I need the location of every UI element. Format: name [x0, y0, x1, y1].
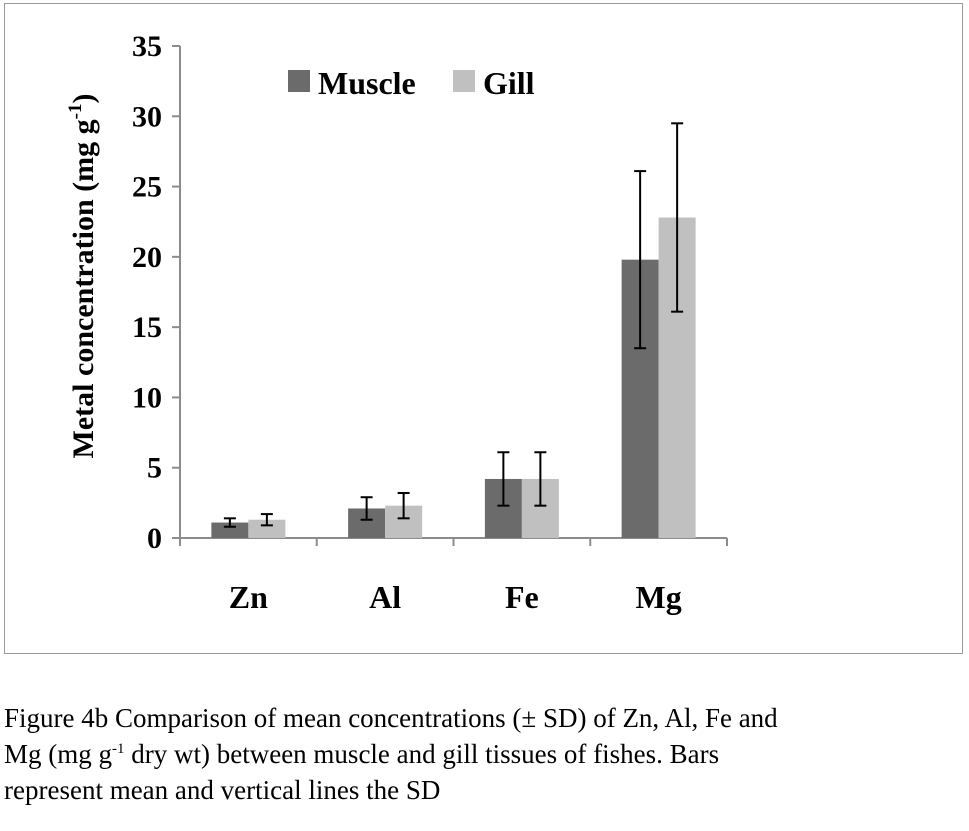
bar-gill-zn — [248, 519, 286, 538]
legend: Muscle Gill — [288, 65, 535, 101]
y-tick-label: 20 — [132, 241, 162, 274]
caption-line-2-start: Mg (mg g — [4, 739, 112, 769]
caption-line-3: represent mean and vertical lines the SD — [4, 775, 441, 805]
error-bars — [223, 122, 684, 528]
figure-caption: Figure 4b Comparison of mean concentrati… — [4, 700, 964, 808]
y-axis-title-sup: -1 — [65, 104, 86, 120]
x-category-label-zn: Zn — [229, 579, 268, 615]
y-tick-label: 5 — [147, 452, 162, 485]
labels: 0 5 10 15 20 25 30 35 Zn Al Fe Mg — [132, 30, 682, 615]
chart-frame: 0 5 10 15 20 25 30 35 Zn Al Fe Mg Muscle Gill Metal … — [4, 3, 963, 654]
x-category-label-mg: Mg — [636, 579, 682, 615]
legend-label-muscle: Muscle — [318, 65, 416, 101]
y-axis-title: Metal concentration (mg g-1) — [65, 94, 100, 459]
legend-swatch-gill — [453, 70, 475, 92]
caption-line-2-end: dry wt) between muscle and gill tissues … — [124, 739, 720, 769]
y-tick-label: 15 — [132, 311, 162, 344]
y-tick-label: 25 — [132, 171, 162, 204]
y-tick-label: 0 — [147, 522, 162, 555]
caption-line-2: Mg (mg g-1 dry wt) between muscle and gi… — [4, 736, 964, 772]
y-tick-label: 10 — [132, 381, 162, 414]
bars — [211, 217, 696, 539]
bar-muscle-zn — [211, 522, 249, 538]
caption-line-1: Figure 4b Comparison of mean concentrati… — [4, 703, 778, 733]
y-axis-title-main: Metal concentration (mg g — [67, 119, 100, 458]
y-axis-title-end: ) — [67, 94, 100, 104]
legend-swatch-muscle — [288, 70, 310, 92]
x-category-label-al: Al — [369, 579, 401, 615]
y-tick-label: 30 — [132, 100, 162, 133]
bar-chart: 0 5 10 15 20 25 30 35 Zn Al Fe Mg Muscle Gill Metal … — [65, 30, 728, 615]
y-tick-label: 35 — [132, 30, 162, 63]
caption-superscript: -1 — [112, 741, 125, 757]
x-category-label-fe: Fe — [505, 579, 539, 615]
legend-label-gill: Gill — [483, 65, 535, 101]
